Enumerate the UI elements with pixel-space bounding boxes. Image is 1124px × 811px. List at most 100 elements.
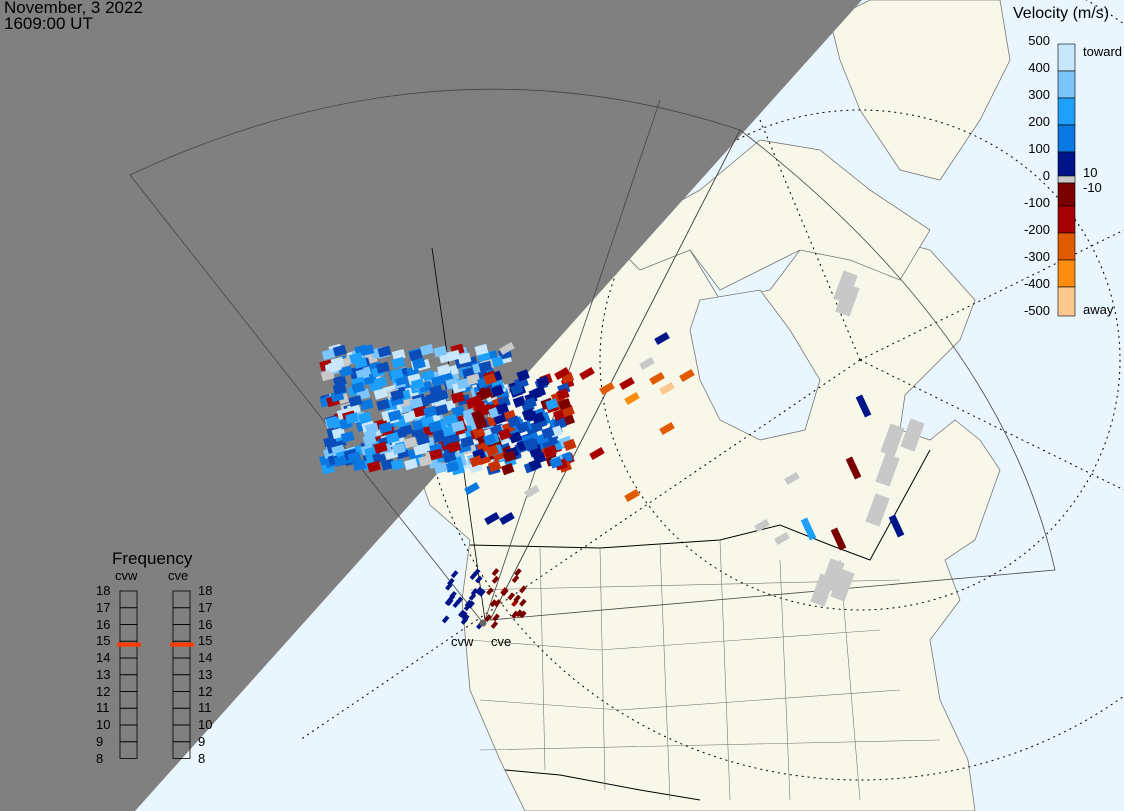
velocity-tick-label: 0 bbox=[1042, 168, 1050, 183]
velocity-cell bbox=[436, 364, 451, 376]
velocity-cell bbox=[330, 390, 345, 403]
velocity-cell bbox=[502, 450, 517, 463]
velocity-cell bbox=[511, 575, 520, 583]
velocity-cell bbox=[624, 391, 640, 406]
velocity-cell bbox=[449, 590, 457, 599]
velocity-cell bbox=[433, 345, 448, 358]
velocity-cell bbox=[624, 488, 640, 503]
velocity-cell bbox=[875, 453, 900, 487]
frequency-tick-right: 16 bbox=[96, 616, 111, 632]
frequency-tick-right: 8 bbox=[96, 750, 104, 766]
velocity-cell bbox=[835, 283, 860, 317]
frequency-tick-left: 11 bbox=[198, 700, 212, 716]
velocity-cell bbox=[469, 572, 478, 580]
velocity-tick-label: -300 bbox=[1023, 249, 1050, 264]
velocity-cell bbox=[516, 369, 530, 382]
velocity-cell bbox=[478, 588, 486, 597]
velocity-cell bbox=[474, 417, 488, 430]
radar-name-cve: cve bbox=[168, 568, 189, 583]
velocity-cell bbox=[880, 423, 905, 457]
velocity-cell bbox=[375, 361, 390, 374]
velocity-tick-label: -500 bbox=[1023, 303, 1050, 318]
velocity-cell bbox=[445, 460, 460, 473]
velocity-cell bbox=[475, 586, 483, 595]
velocity-cell bbox=[489, 599, 498, 608]
velocity-cell bbox=[482, 433, 497, 446]
velocity-cell bbox=[499, 511, 515, 526]
velocity-cell bbox=[489, 355, 504, 368]
velocity-cell bbox=[492, 613, 500, 622]
date-label: November, 3 2022 bbox=[4, 0, 143, 17]
velocity-cell bbox=[511, 610, 519, 619]
colorbar-segment bbox=[1057, 151, 1076, 177]
frequency-tick-left: 17 bbox=[198, 599, 213, 615]
velocity-cell bbox=[378, 421, 393, 434]
velocity-cell bbox=[774, 531, 790, 546]
velocity-cell bbox=[385, 431, 400, 444]
velocity-cell bbox=[410, 378, 425, 391]
ground-scatter-lower: -10 bbox=[1083, 180, 1102, 195]
velocity-cell bbox=[865, 493, 890, 527]
velocity-cell bbox=[556, 388, 570, 401]
velocity-cell bbox=[467, 600, 475, 609]
velocity-cell bbox=[536, 375, 550, 388]
radar-label-cve: cve bbox=[491, 634, 512, 649]
velocity-cell bbox=[639, 356, 655, 371]
fov-outlines bbox=[129, 88, 1056, 624]
velocity-cell bbox=[499, 341, 515, 356]
velocity-cell bbox=[490, 620, 499, 629]
velocity-cell bbox=[415, 433, 430, 446]
velocity-cell bbox=[351, 381, 366, 394]
velocity-cell bbox=[485, 444, 499, 457]
velocity-cell bbox=[500, 588, 509, 597]
colorbar-segment bbox=[1057, 175, 1076, 184]
velocity-tick-label: 100 bbox=[1028, 141, 1050, 156]
velocity-tick-label: -100 bbox=[1023, 195, 1050, 210]
frequency-tick-right: 15 bbox=[96, 633, 111, 649]
velocity-tick-label: -400 bbox=[1023, 276, 1050, 291]
velocity-cell bbox=[458, 609, 466, 618]
velocity-cell bbox=[563, 438, 577, 452]
away-label: away bbox=[1083, 302, 1114, 317]
velocity-cell bbox=[491, 568, 500, 577]
velocity-cell bbox=[900, 418, 925, 452]
velocity-cell bbox=[554, 366, 570, 381]
velocity-cell bbox=[419, 343, 434, 356]
velocity-cell bbox=[557, 398, 572, 411]
velocity-cell bbox=[531, 411, 545, 425]
velocity-cell bbox=[338, 365, 353, 378]
frequency-tick-left: 12 bbox=[198, 683, 213, 699]
velocity-cell bbox=[413, 405, 428, 418]
frequency-tick-right: 12 bbox=[96, 683, 111, 699]
frequency-tick-left: 18 bbox=[198, 583, 213, 598]
velocity-cell bbox=[475, 575, 483, 584]
velocity-cell bbox=[387, 409, 402, 422]
radar-velocity-cells bbox=[319, 270, 925, 630]
velocity-cell bbox=[451, 420, 466, 433]
velocity-cell bbox=[455, 596, 464, 605]
velocity-cell bbox=[460, 435, 475, 448]
velocity-cell bbox=[523, 397, 537, 410]
velocity-tick-label: 300 bbox=[1028, 87, 1050, 102]
colorbar-segment bbox=[1057, 259, 1076, 288]
velocity-cell bbox=[391, 356, 406, 369]
velocity-cell bbox=[332, 383, 347, 395]
velocity-cell bbox=[462, 614, 470, 623]
velocity-cell bbox=[358, 411, 372, 424]
velocity-cell bbox=[507, 592, 515, 601]
velocity-cell bbox=[545, 398, 559, 411]
radar-sites bbox=[479, 619, 487, 627]
frequency-tick-left: 15 bbox=[198, 633, 213, 649]
velocity-cell bbox=[830, 568, 855, 602]
velocity-cell bbox=[508, 431, 523, 444]
velocity-cell bbox=[599, 381, 615, 396]
velocity-cell bbox=[478, 360, 493, 373]
velocity-cell bbox=[445, 582, 453, 591]
velocity-cell bbox=[411, 357, 426, 370]
colorbar-segment bbox=[1057, 70, 1076, 99]
velocity-cell bbox=[443, 413, 458, 426]
velocity-cell bbox=[519, 585, 527, 594]
velocity-cell bbox=[446, 349, 461, 362]
velocity-cell bbox=[362, 434, 377, 446]
time-label: 1609:00 UT bbox=[4, 14, 93, 33]
